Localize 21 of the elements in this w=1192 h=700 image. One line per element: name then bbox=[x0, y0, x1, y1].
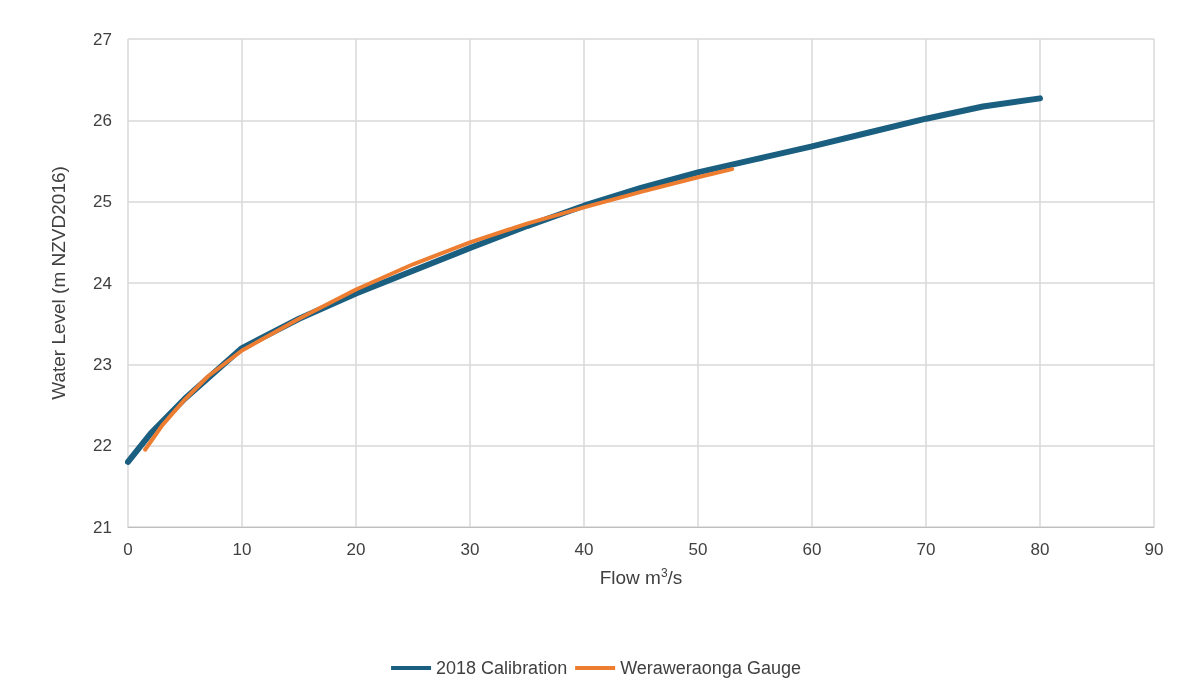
x-tick-label: 90 bbox=[1144, 540, 1164, 559]
y-tick-label: 21 bbox=[93, 517, 112, 537]
x-tick-label: 70 bbox=[916, 540, 936, 559]
legend-label: 2018 Calibration bbox=[436, 658, 568, 678]
y-tick-label: 22 bbox=[93, 436, 112, 456]
x-tick-label: 10 bbox=[232, 540, 252, 559]
x-tick-label: 40 bbox=[574, 540, 594, 559]
y-tick-label: 24 bbox=[93, 273, 112, 293]
y-tick-label: 23 bbox=[93, 354, 112, 374]
y-tick-label: 26 bbox=[93, 110, 112, 130]
line-series bbox=[143, 167, 735, 452]
x-tick-label: 0 bbox=[123, 540, 133, 559]
x-tick-label: 50 bbox=[688, 540, 708, 559]
y-tick-label: 25 bbox=[93, 192, 112, 212]
x-tick-label: 80 bbox=[1030, 540, 1050, 559]
y-axis-title: Water Level (m NZVD2016) bbox=[48, 166, 69, 400]
x-tick-label: 30 bbox=[460, 540, 480, 559]
x-tick-label: 20 bbox=[346, 540, 366, 559]
y-tick-label: 27 bbox=[93, 29, 112, 49]
x-tick-label: 60 bbox=[802, 540, 822, 559]
legend-label: Weraweraonga Gauge bbox=[620, 658, 801, 678]
